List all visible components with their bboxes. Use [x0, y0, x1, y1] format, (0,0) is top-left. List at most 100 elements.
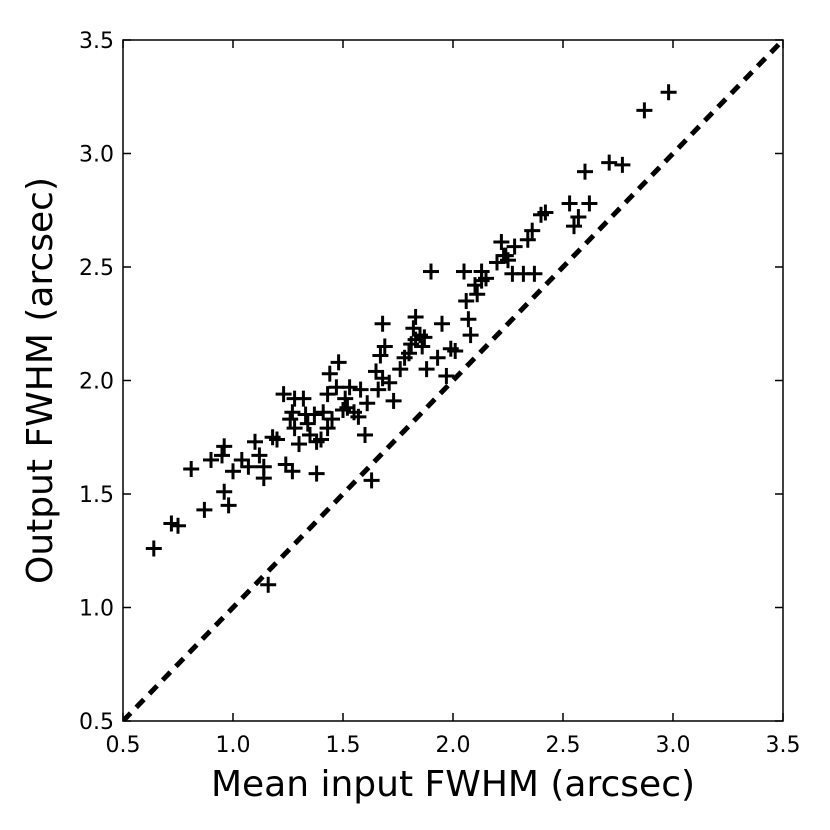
reference-line-layer [123, 40, 783, 721]
x-tick-label: 1.5 [326, 733, 361, 758]
data-point [284, 463, 301, 480]
x-tick-label: 1.0 [216, 733, 251, 758]
data-point [299, 415, 316, 432]
data-point [308, 465, 325, 482]
data-point [519, 231, 536, 248]
data-point [216, 483, 233, 500]
data-point [493, 234, 510, 251]
data-point [291, 436, 307, 453]
data-point [214, 447, 230, 464]
y-axis-title: Output FWHM (arcsec) [20, 177, 61, 584]
y-tick-label: 2.0 [79, 370, 114, 395]
data-point [295, 390, 312, 407]
data-point [401, 345, 417, 362]
y-tick-label: 3.5 [79, 29, 114, 54]
data-point [462, 327, 479, 344]
data-point [247, 433, 263, 450]
x-tick-label: 2.0 [436, 733, 471, 758]
data-point [469, 286, 486, 303]
data-point [460, 311, 477, 328]
data-point [429, 349, 446, 366]
data-point [434, 315, 450, 332]
data-point [374, 315, 391, 332]
data-point [260, 576, 277, 593]
data-point [385, 392, 402, 409]
data-point [577, 163, 593, 180]
data-point [458, 293, 475, 310]
data-point [315, 404, 332, 421]
data-point [447, 342, 464, 359]
data-point [330, 354, 347, 371]
data-point [321, 365, 338, 382]
data-point [337, 390, 354, 407]
data-point [418, 361, 435, 378]
data-point [145, 540, 162, 557]
x-tick-label: 3.0 [656, 733, 691, 758]
data-point [363, 472, 380, 489]
x-tick-label: 0.5 [106, 733, 141, 758]
data-point [269, 431, 285, 448]
data-point [414, 338, 431, 355]
y-tick-label: 1.0 [79, 597, 114, 622]
data-point [350, 408, 367, 425]
data-point [284, 404, 301, 421]
x-tick-label: 2.5 [546, 733, 581, 758]
data-point [319, 420, 336, 437]
x-axis-ticks: 0.5 1.0 1.5 2.0 2.5 3.0 3.5 [106, 40, 801, 758]
data-point [370, 381, 387, 398]
data-point [376, 338, 393, 355]
data-point [407, 308, 424, 325]
data-point [220, 497, 237, 514]
data-point [392, 361, 409, 378]
data-point [203, 451, 219, 468]
data-point [456, 263, 472, 280]
data-point [381, 374, 398, 391]
data-point [183, 461, 200, 478]
data-point [561, 195, 578, 212]
data-point [660, 84, 677, 101]
data-point [636, 102, 653, 119]
data-point [500, 252, 516, 269]
data-point [423, 263, 439, 280]
data-point [352, 381, 369, 398]
data-point [601, 154, 618, 171]
data-point [359, 395, 376, 412]
data-point [216, 438, 233, 455]
data-point [357, 426, 373, 443]
y-axis-ticks: 0.5 1.0 1.5 2.0 2.5 3.0 3.5 [79, 29, 783, 735]
data-point [319, 386, 336, 403]
y-tick-label: 0.5 [79, 710, 114, 735]
x-axis-title: Mean input FWHM (arcsec) [211, 764, 695, 805]
data-point [570, 209, 587, 226]
data-point [537, 204, 554, 221]
x-tick-label: 3.5 [766, 733, 801, 758]
data-point [275, 386, 292, 403]
data-point [286, 420, 303, 437]
data-point [240, 458, 257, 475]
data-point [614, 156, 631, 173]
data-point [526, 265, 543, 282]
data-point [313, 431, 329, 448]
data-points-layer [145, 84, 677, 593]
data-point [506, 238, 523, 255]
data-point [478, 270, 494, 287]
data-point [438, 367, 455, 384]
data-point [196, 501, 213, 518]
data-point [566, 218, 582, 235]
data-point [372, 347, 389, 364]
data-point [306, 406, 323, 423]
one-to-one-reference-line [123, 40, 783, 721]
data-point [251, 447, 268, 464]
y-tick-label: 2.5 [79, 256, 114, 281]
y-tick-label: 1.5 [79, 483, 114, 508]
data-point [416, 329, 433, 346]
data-point [341, 379, 358, 396]
data-point [255, 458, 272, 475]
y-tick-label: 3.0 [79, 143, 114, 168]
data-point [581, 195, 598, 212]
data-point [524, 222, 541, 239]
data-point [225, 463, 241, 480]
data-point [170, 517, 186, 534]
data-point [324, 411, 340, 428]
